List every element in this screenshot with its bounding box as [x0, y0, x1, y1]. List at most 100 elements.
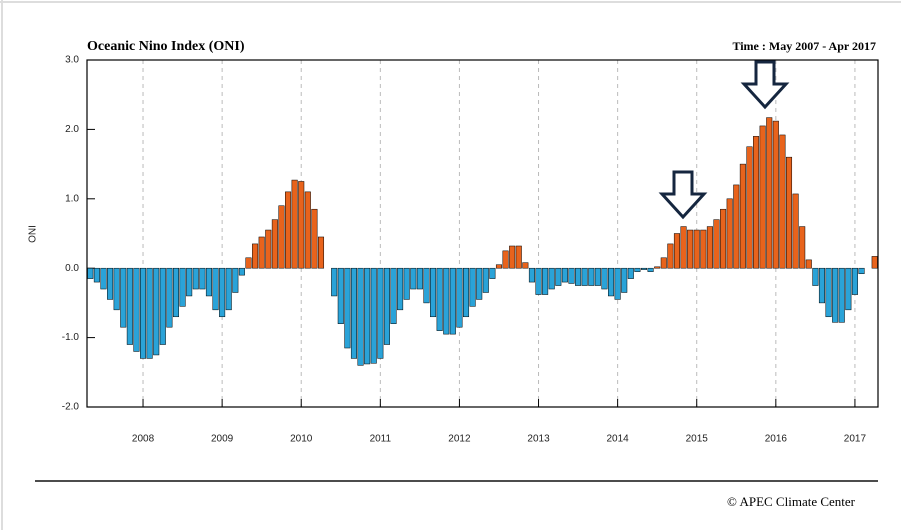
bar: [482, 267, 489, 293]
bar: [205, 267, 212, 297]
bar: [100, 267, 107, 290]
bar: [489, 267, 496, 279]
bar: [93, 267, 100, 283]
bar: [700, 229, 707, 269]
bar: [845, 267, 852, 311]
bar: [370, 267, 377, 364]
bar: [403, 267, 410, 300]
bar: [581, 267, 588, 286]
plot-frame: [86, 59, 879, 408]
bar: [172, 267, 180, 318]
bar: [733, 184, 740, 269]
x-tick-label: 2016: [765, 434, 788, 445]
x-tick-label: 2017: [844, 434, 867, 445]
bar: [502, 250, 509, 269]
bar: [126, 267, 133, 345]
bar: [614, 267, 621, 300]
bar: [232, 267, 239, 293]
bar: [179, 267, 186, 307]
bar: [245, 257, 252, 269]
bar: [693, 229, 700, 269]
y-tick-label: 1.0: [65, 193, 79, 204]
x-tick-label: 2015: [686, 434, 709, 445]
bar: [720, 208, 727, 269]
x-tick-label: 2011: [370, 434, 392, 445]
bar: [766, 117, 773, 269]
bar: [726, 198, 733, 269]
bar: [416, 267, 423, 290]
bar: [575, 267, 582, 286]
bar: [509, 245, 516, 269]
bar: [258, 236, 265, 269]
bar: [120, 267, 127, 328]
bar: [640, 267, 648, 270]
y-tick-label: 2.0: [65, 124, 79, 135]
bar: [739, 163, 746, 269]
bar: [647, 267, 654, 272]
bar: [621, 267, 628, 293]
y-tick-label: 0.0: [65, 263, 79, 274]
bar: [832, 267, 839, 323]
bar: [667, 243, 674, 269]
bar: [495, 264, 502, 269]
bar: [568, 267, 575, 284]
bar: [838, 267, 845, 323]
bar: [476, 267, 483, 300]
bar: [390, 267, 397, 324]
bar: [298, 181, 305, 269]
bar: [219, 267, 226, 318]
bar: [350, 267, 357, 359]
bar: [799, 226, 806, 269]
y-tick-label: 3.0: [65, 55, 79, 66]
bar: [410, 267, 417, 290]
x-tick-label: 2008: [132, 434, 155, 445]
x-tick-label: 2009: [211, 434, 234, 445]
chart-title: Oceanic Nino Index (ONI): [87, 39, 245, 54]
bar: [140, 267, 147, 359]
bar: [851, 267, 858, 295]
bar: [654, 266, 661, 269]
bar: [746, 146, 753, 269]
bar: [535, 267, 542, 295]
bar: [107, 267, 114, 300]
bar: [357, 267, 364, 366]
bar: [225, 267, 232, 311]
bar: [706, 226, 713, 269]
bar: [634, 267, 641, 272]
bar: [397, 267, 404, 311]
bar: [660, 257, 667, 269]
bar: [456, 267, 463, 328]
y-axis-label: ONI: [28, 225, 39, 243]
x-tick-label: 2014: [607, 434, 630, 445]
bar: [337, 267, 344, 324]
bar: [430, 267, 437, 318]
bar: [199, 267, 206, 290]
bar: [265, 229, 272, 269]
bar: [146, 267, 153, 359]
bar: [687, 229, 694, 269]
bar: [383, 267, 390, 345]
bar: [858, 267, 865, 275]
bar: [627, 267, 634, 279]
y-tick-label: -2.0: [62, 402, 80, 413]
bar: [166, 267, 173, 328]
bar: [311, 208, 318, 269]
bar: [423, 267, 430, 304]
bar: [673, 233, 680, 269]
arrow: [740, 60, 790, 110]
bar: [463, 267, 470, 318]
bar: [285, 191, 292, 269]
bar: [449, 267, 456, 335]
bar: [588, 267, 595, 286]
bar: [594, 267, 601, 286]
bar: [469, 267, 476, 307]
bar: [278, 205, 285, 269]
bar: [87, 267, 94, 279]
bar: [159, 267, 166, 345]
bar: [825, 267, 832, 318]
bar: [561, 267, 568, 283]
bar: [133, 267, 140, 352]
bar: [344, 267, 351, 349]
bar: [753, 136, 760, 269]
bar: [601, 267, 608, 290]
